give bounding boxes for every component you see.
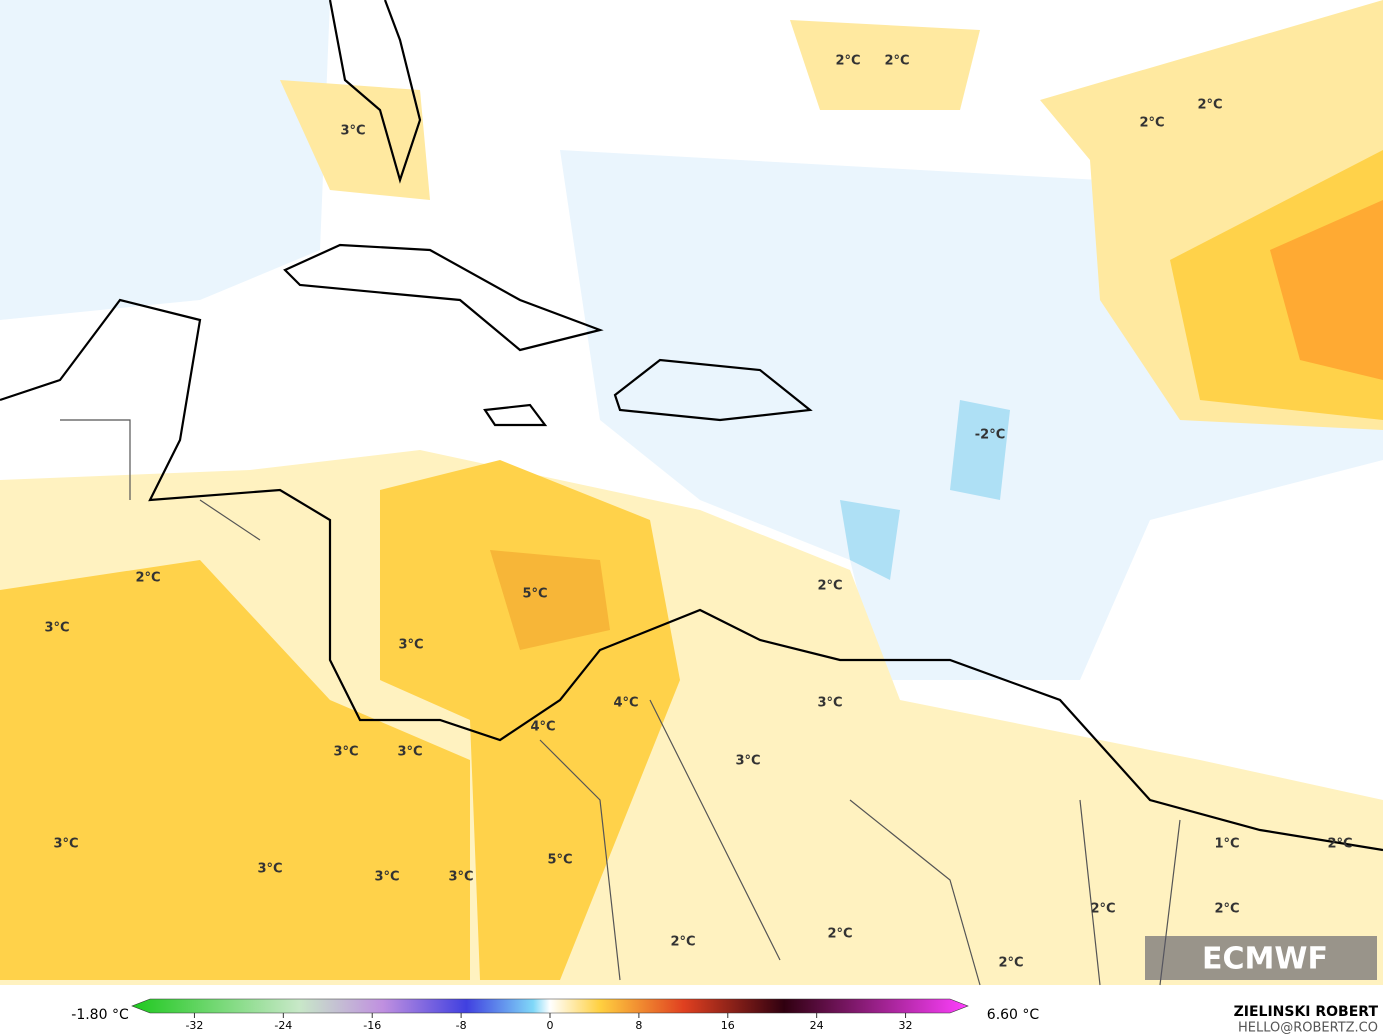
contour-label: 2°C xyxy=(998,956,1023,971)
contour-label: 4°C xyxy=(530,720,555,735)
contour-label: 3°C xyxy=(257,862,282,877)
colorbar-tick-label: 16 xyxy=(721,1019,735,1032)
colorbar-min: -1.80 °C xyxy=(71,1007,129,1023)
colorbar-tick-label: 0 xyxy=(547,1019,554,1032)
logo-box xyxy=(1145,936,1377,980)
coastline xyxy=(0,0,1383,852)
contour-label: 3°C xyxy=(374,870,399,885)
colorbar-tick-label: -32 xyxy=(185,1019,203,1032)
cold-anomaly xyxy=(840,400,1010,580)
contour-label: 2°C xyxy=(827,927,852,942)
contour-label: 3°C xyxy=(398,638,423,653)
contour-label: 1°C xyxy=(1214,837,1239,852)
contour-label: 2°C xyxy=(1139,116,1164,131)
contour-label: 4°C xyxy=(613,696,638,711)
colorbar-tick-label: -24 xyxy=(274,1019,292,1032)
contour-label: 2°C xyxy=(1197,98,1222,113)
contour-label: 3°C xyxy=(448,870,473,885)
contour-label: 2°C xyxy=(1327,837,1352,852)
colorbar-tick-label: 24 xyxy=(810,1019,824,1032)
borders xyxy=(60,419,1181,986)
contour-label: 3°C xyxy=(53,837,78,852)
contour-label: 2°C xyxy=(884,54,909,69)
colorbar-tick-label: 32 xyxy=(899,1019,913,1032)
contour-label: -2°C xyxy=(975,428,1005,443)
contour-label: 2°C xyxy=(817,579,842,594)
contour-label: 3°C xyxy=(44,621,69,636)
contour-label: 2°C xyxy=(135,571,160,586)
contour-label: 3°C xyxy=(735,754,760,769)
contour-label: 3°C xyxy=(333,745,358,760)
contour-label: 5°C xyxy=(522,587,547,602)
logo: ECMWF xyxy=(1202,942,1328,977)
author: ZIELINSKI ROBERT xyxy=(1234,1004,1379,1020)
email: HELLO@ROBERTZ.CO xyxy=(1238,1021,1378,1035)
contour-label: 3°C xyxy=(817,696,842,711)
colorbar xyxy=(131,998,969,1014)
contour-label: 2°C xyxy=(1090,902,1115,917)
contour-label: 3°C xyxy=(340,124,365,139)
colorbar-max: 6.60 °C xyxy=(987,1007,1040,1023)
colorbar-tick-label: 8 xyxy=(635,1019,642,1032)
colorbar-tick-label: -16 xyxy=(363,1019,381,1032)
contour-label: 5°C xyxy=(547,853,572,868)
contour-label: 2°C xyxy=(835,54,860,69)
contour-label: 2°C xyxy=(670,935,695,950)
contour-label: 3°C xyxy=(397,745,422,760)
contour-labels: 2°C 2°C 2°C 2°C 3°C -2°C 5°C 2°C 3°C 3°C 2°C 4°C 3°C… xyxy=(44,54,1352,971)
contour-label: 2°C xyxy=(1214,902,1239,917)
colorbar-tick-label: -8 xyxy=(456,1019,467,1032)
